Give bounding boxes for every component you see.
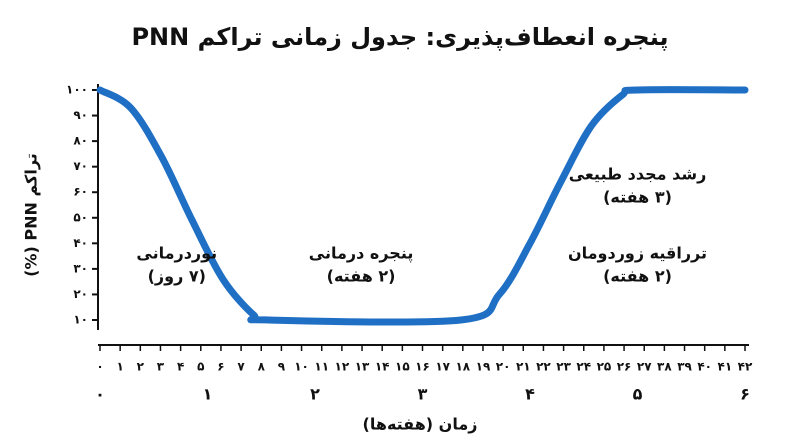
chart-title: پنجره انعطاف‌پذیری: جدول زمانی تراکم PNN (131, 23, 668, 51)
x-tick-label: ۹ (278, 360, 286, 374)
week-tick-label: ۰ (95, 385, 105, 404)
annotation: (۲ هفته) (327, 267, 396, 286)
y-tick-label: ۳۰ (73, 261, 88, 275)
x-tick-label: ۲۰ (496, 360, 511, 374)
y-tick-label: ۶۰ (73, 185, 88, 199)
data-line (96, 86, 749, 326)
y-tick-label: ۲۰ (73, 287, 88, 301)
x-tick-label: ۲۲ (536, 360, 551, 374)
annotation: پنجره درمانی (309, 244, 414, 264)
annotation: (۳ هفته) (603, 187, 672, 206)
week-tick-label: ۴ (525, 385, 535, 404)
x-tick-label: ۱۴ (375, 360, 390, 374)
y-tick-label: ۵۰ (73, 210, 88, 224)
x-tick-label: ۲۷ (637, 360, 652, 374)
week-tick-label: ۲ (310, 385, 320, 404)
x-tick-label: ۱ (116, 360, 123, 374)
x-tick-label: ۶ (217, 360, 224, 374)
y-tick-label: ۴۰ (73, 236, 88, 250)
annotation: رشد مجدد طبیعی (569, 164, 707, 183)
y-tick-label: ۸۰ (73, 134, 88, 148)
x-tick-label: ۱۰ (294, 360, 309, 374)
y-tick-label: ۷۰ (73, 159, 88, 173)
x-tick-label: ۲۴ (576, 360, 591, 374)
x-tick-label: ۷ (237, 360, 245, 374)
y-tick-label: ۹۰ (73, 108, 88, 122)
y-axis-label: تراکم PNN (%) (22, 153, 41, 277)
x-tick-label: ۱۹ (476, 360, 491, 374)
y-tick-label: ۱۰۰ (66, 83, 88, 97)
x-tick-label: ۳۹ (677, 360, 692, 374)
annotation: (۲ هفته) (603, 267, 672, 286)
annotation: (۷ روز) (148, 267, 206, 286)
x-tick-label: ۱۲ (335, 360, 350, 374)
week-tick-label: ۶ (740, 385, 750, 404)
x-tick-label: ۳۸ (657, 360, 672, 374)
x-tick-label: ۲۶ (617, 360, 632, 374)
week-tick-label: ۱ (203, 385, 213, 404)
x-tick-label: ۴ (177, 360, 184, 374)
x-tick-label: ۱۶ (415, 360, 430, 374)
x-tick-label: ۴۱ (718, 360, 733, 374)
x-tick-label: ۴۰ (697, 360, 712, 374)
x-tick-label: ۱۷ (435, 360, 450, 374)
x-axis-label: زمان (هفته‌ها) (363, 415, 478, 434)
x-tick-label: ۱۵ (395, 360, 410, 374)
annotation: نوردرمانی (136, 244, 217, 263)
x-tick-label: ۲۵ (597, 360, 612, 374)
x-tick-label: ۲ (137, 360, 145, 374)
x-tick-label: ۴۲ (738, 360, 753, 374)
x-tick-label: ۱۸ (455, 360, 470, 374)
x-tick-label: ۲۳ (556, 360, 571, 374)
week-tick-label: ۵ (633, 385, 643, 404)
week-tick-label: ۳ (418, 385, 428, 404)
x-tick-label: ۰ (96, 360, 103, 374)
x-tick-label: ۱۳ (355, 360, 370, 374)
x-tick-label: ۳ (157, 360, 165, 374)
x-tick-label: ۱۱ (314, 360, 329, 374)
y-tick-label: ۱۰ (73, 313, 88, 327)
x-tick-label: ۲۱ (516, 360, 531, 374)
annotation: ترراقیه زوردومان (568, 244, 707, 263)
x-tick-label: ۸ (258, 360, 266, 374)
x-tick-label: ۵ (197, 360, 204, 374)
